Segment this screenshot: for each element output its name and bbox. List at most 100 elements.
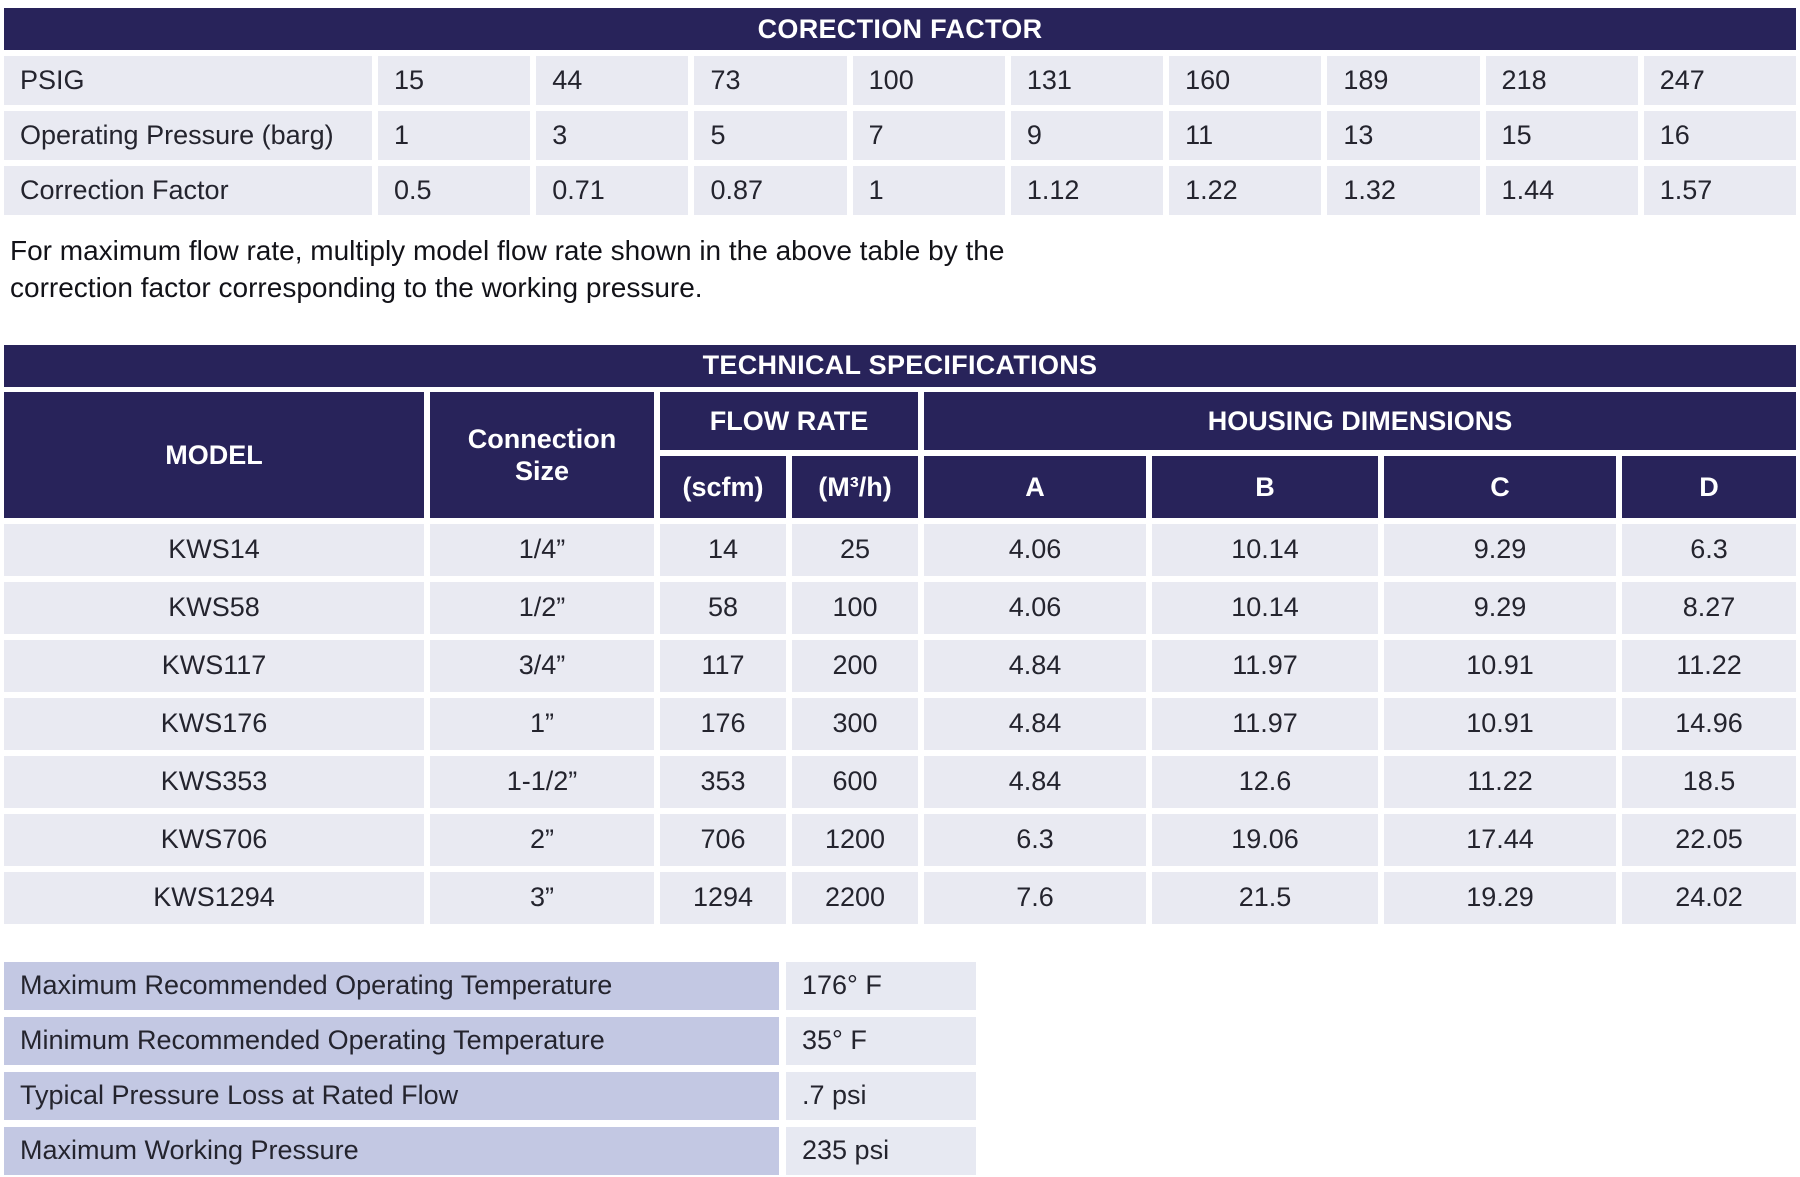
spec-m3h-cell: 2200 — [792, 871, 918, 924]
correction-factor-section: CORECTION FACTOR PSIG 15 44 73 100 131 160 189 2… — [4, 8, 1796, 215]
spec-d-cell: 6.3 — [1622, 523, 1796, 576]
correction-value-cell: 0.71 — [536, 166, 689, 215]
spec-table-grid: MODEL Connection Size FLOW RATE HOUSING … — [4, 391, 1796, 924]
spec-a-cell: 4.84 — [924, 755, 1146, 808]
correction-table-grid: PSIG 15 44 73 100 131 160 189 218 247 Operating Pr… — [4, 56, 1796, 215]
property-label-cell: Maximum Working Pressure — [4, 1126, 779, 1175]
spec-d-cell: 22.05 — [1622, 813, 1796, 866]
correction-value-cell: 1.12 — [1010, 166, 1164, 215]
spec-model-cell: KWS58 — [4, 581, 424, 634]
spec-d-cell: 8.27 — [1622, 581, 1796, 634]
spec-a-cell: 7.6 — [924, 871, 1146, 924]
spec-scfm-cell: 176 — [660, 697, 786, 750]
spec-b-cell: 10.14 — [1152, 523, 1378, 576]
col-header-dimension-c: C — [1384, 455, 1616, 518]
property-label-cell: Typical Pressure Loss at Rated Flow — [4, 1071, 779, 1120]
spec-a-cell: 4.06 — [924, 581, 1146, 634]
spec-scfm-cell: 706 — [660, 813, 786, 866]
properties-table-grid: Maximum Recommended Operating Temperatur… — [4, 961, 976, 1175]
spec-model-cell: KWS14 — [4, 523, 424, 576]
col-header-dimension-a: A — [924, 455, 1146, 518]
property-value-cell: .7 psi — [786, 1071, 976, 1120]
correction-row-label: Operating Pressure (barg) — [4, 111, 372, 160]
correction-value-cell: 15 — [378, 56, 531, 105]
spec-c-cell: 10.91 — [1384, 639, 1616, 692]
spec-m3h-cell: 100 — [792, 581, 918, 634]
col-header-model: MODEL — [4, 391, 424, 518]
flow-rate-note: For maximum flow rate, multiply model fl… — [10, 233, 1796, 307]
correction-value-cell: 9 — [1010, 111, 1164, 160]
correction-value-cell: 218 — [1485, 56, 1638, 105]
technical-specifications-section: TECHNICAL SPECIFICATIONS MODEL Connectio… — [4, 344, 1796, 924]
spec-size-cell: 1/2” — [430, 581, 654, 634]
spec-model-cell: KWS117 — [4, 639, 424, 692]
correction-value-cell: 5 — [694, 111, 847, 160]
correction-value-cell: 15 — [1485, 111, 1638, 160]
correction-value-cell: 131 — [1010, 56, 1164, 105]
spec-scfm-cell: 1294 — [660, 871, 786, 924]
correction-value-cell: 3 — [536, 111, 689, 160]
spec-m3h-cell: 200 — [792, 639, 918, 692]
col-group-flow-rate: FLOW RATE — [660, 391, 918, 450]
spec-a-cell: 4.06 — [924, 523, 1146, 576]
spec-model-cell: KWS353 — [4, 755, 424, 808]
spec-scfm-cell: 58 — [660, 581, 786, 634]
col-header-dimension-b: B — [1152, 455, 1378, 518]
spec-d-cell: 11.22 — [1622, 639, 1796, 692]
spec-scfm-cell: 353 — [660, 755, 786, 808]
spec-b-cell: 11.97 — [1152, 697, 1378, 750]
correction-value-cell: 7 — [852, 111, 1005, 160]
spec-m3h-cell: 1200 — [792, 813, 918, 866]
col-header-connection-size: Connection Size — [430, 391, 654, 518]
flow-rate-note-line-2: correction factor corresponding to the w… — [10, 271, 703, 303]
spec-c-cell: 17.44 — [1384, 813, 1616, 866]
correction-value-cell: 1.44 — [1485, 166, 1638, 215]
correction-value-cell: 1.32 — [1327, 166, 1480, 215]
correction-value-cell: 1.22 — [1169, 166, 1322, 215]
col-header-scfm: (scfm) — [660, 455, 786, 518]
spec-a-cell: 6.3 — [924, 813, 1146, 866]
spec-m3h-cell: 600 — [792, 755, 918, 808]
property-label-cell: Maximum Recommended Operating Temperatur… — [4, 961, 779, 1010]
spec-model-cell: KWS176 — [4, 697, 424, 750]
spec-d-cell: 14.96 — [1622, 697, 1796, 750]
spec-scfm-cell: 14 — [660, 523, 786, 576]
spec-c-cell: 9.29 — [1384, 581, 1616, 634]
property-label-cell: Minimum Recommended Operating Temperatur… — [4, 1016, 779, 1065]
property-value-cell: 235 psi — [786, 1126, 976, 1175]
spec-size-cell: 1-1/2” — [430, 755, 654, 808]
spec-scfm-cell: 117 — [660, 639, 786, 692]
property-value-cell: 176° F — [786, 961, 976, 1010]
correction-value-cell: 189 — [1327, 56, 1480, 105]
spec-a-cell: 4.84 — [924, 639, 1146, 692]
correction-value-cell: 16 — [1643, 111, 1796, 160]
correction-value-cell: 11 — [1169, 111, 1322, 160]
spec-a-cell: 4.84 — [924, 697, 1146, 750]
spec-c-cell: 19.29 — [1384, 871, 1616, 924]
correction-value-cell: 0.5 — [378, 166, 531, 215]
spec-d-cell: 24.02 — [1622, 871, 1796, 924]
spec-c-cell: 11.22 — [1384, 755, 1616, 808]
col-header-dimension-d: D — [1622, 455, 1796, 518]
spec-size-cell: 1” — [430, 697, 654, 750]
flow-rate-note-line-1: For maximum flow rate, multiply model fl… — [10, 235, 1005, 266]
property-value-cell: 35° F — [786, 1016, 976, 1065]
correction-table-title: CORECTION FACTOR — [4, 8, 1796, 50]
correction-value-cell: 1 — [378, 111, 531, 160]
col-header-m3h: (M³/h) — [792, 455, 918, 518]
spec-size-cell: 1/4” — [430, 523, 654, 576]
spec-c-cell: 9.29 — [1384, 523, 1616, 576]
spec-size-cell: 3/4” — [430, 639, 654, 692]
operating-properties-section: Maximum Recommended Operating Temperatur… — [4, 961, 1796, 1175]
spec-d-cell: 18.5 — [1622, 755, 1796, 808]
correction-row-label: Correction Factor — [4, 166, 372, 215]
correction-value-cell: 0.87 — [694, 166, 847, 215]
spec-m3h-cell: 300 — [792, 697, 918, 750]
correction-value-cell: 247 — [1643, 56, 1796, 105]
correction-value-cell: 1 — [852, 166, 1005, 215]
spec-b-cell: 12.6 — [1152, 755, 1378, 808]
correction-row-label: PSIG — [4, 56, 372, 105]
spec-b-cell: 11.97 — [1152, 639, 1378, 692]
spec-model-cell: KWS706 — [4, 813, 424, 866]
